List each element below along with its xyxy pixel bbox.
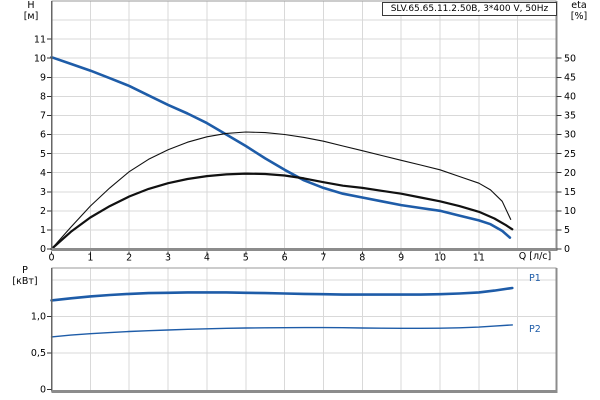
- q-axis-tick-label: 9: [398, 253, 404, 264]
- h-axis-tick-label: 9: [40, 72, 46, 83]
- pump-model-title: SLV.65.65.11.2.50B, 3*400 V, 50Hz: [382, 2, 557, 16]
- eta-axis-tick-label: 40: [564, 92, 576, 103]
- p-axis-unit: [кВт]: [12, 276, 38, 287]
- h-axis-tick-label: 6: [40, 130, 46, 141]
- p2-series: [50, 324, 513, 338]
- q-axis-tick-label: 10: [434, 253, 446, 264]
- eta-axis-tick-label: 30: [564, 130, 576, 141]
- eta1-curve-series: [50, 131, 512, 250]
- q-axis-tick-label: 0: [48, 253, 54, 264]
- eta-axis-tick-label: 15: [564, 187, 576, 198]
- q-axis-title: Q [л/с]: [518, 251, 552, 262]
- q-axis-tick-label: 5: [243, 253, 249, 264]
- h-axis-tick-label: 1: [40, 225, 46, 236]
- h-axis-tick-label: 5: [40, 149, 46, 160]
- eta-axis-tick-label: 35: [564, 111, 576, 122]
- eta-axis-tick-label: 0: [564, 244, 570, 255]
- eta-axis-unit: [%]: [570, 11, 588, 22]
- eta-axis-tick-label: 45: [564, 72, 576, 83]
- p-axis-title: P: [22, 265, 28, 276]
- eta-axis-tick-label: 25: [564, 149, 576, 160]
- p-axis-tick-label: 1,0: [31, 312, 46, 323]
- h-axis-unit: [м]: [23, 11, 39, 22]
- h-axis-title: H: [27, 0, 35, 11]
- eta-axis-tick-label: 20: [564, 168, 576, 179]
- h-axis-tick-label: 10: [34, 53, 46, 64]
- p1-curve-label: P1: [529, 273, 541, 284]
- q-axis-tick-label: 2: [126, 253, 132, 264]
- p-axis-tick-label: 0,5: [31, 348, 46, 359]
- eta-axis-tick-label: 50: [564, 53, 576, 64]
- p1-series: [50, 286, 514, 302]
- h-axis-tick-label: 11: [34, 34, 46, 45]
- h-axis-tick-label: 8: [40, 92, 46, 103]
- eta-axis-title: eta: [571, 0, 587, 11]
- q-axis-tick-label: 8: [359, 253, 365, 264]
- h-axis-tick-label: 2: [40, 206, 46, 217]
- head-curve-series: [50, 55, 512, 239]
- p2-curve-label: P2: [529, 324, 541, 335]
- q-axis-tick-label: 4: [204, 253, 210, 264]
- eta2-curve-series: [50, 172, 514, 251]
- q-axis-tick-label: 3: [165, 253, 171, 264]
- h-axis-tick-label: 4: [40, 168, 46, 179]
- h-axis-tick-label: 3: [40, 187, 46, 198]
- h-axis-tick-label: 0: [40, 244, 46, 255]
- eta-axis-tick-label: 5: [564, 225, 570, 236]
- q-axis-tick-label: 11: [473, 253, 485, 264]
- q-axis-tick-label: 7: [320, 253, 326, 264]
- p-axis-tick-label: 0: [40, 385, 46, 396]
- eta-axis-tick-label: 10: [564, 206, 576, 217]
- h-axis-tick-label: 7: [40, 111, 46, 122]
- q-axis-tick-label: 6: [282, 253, 288, 264]
- q-axis-tick-label: 1: [87, 253, 93, 264]
